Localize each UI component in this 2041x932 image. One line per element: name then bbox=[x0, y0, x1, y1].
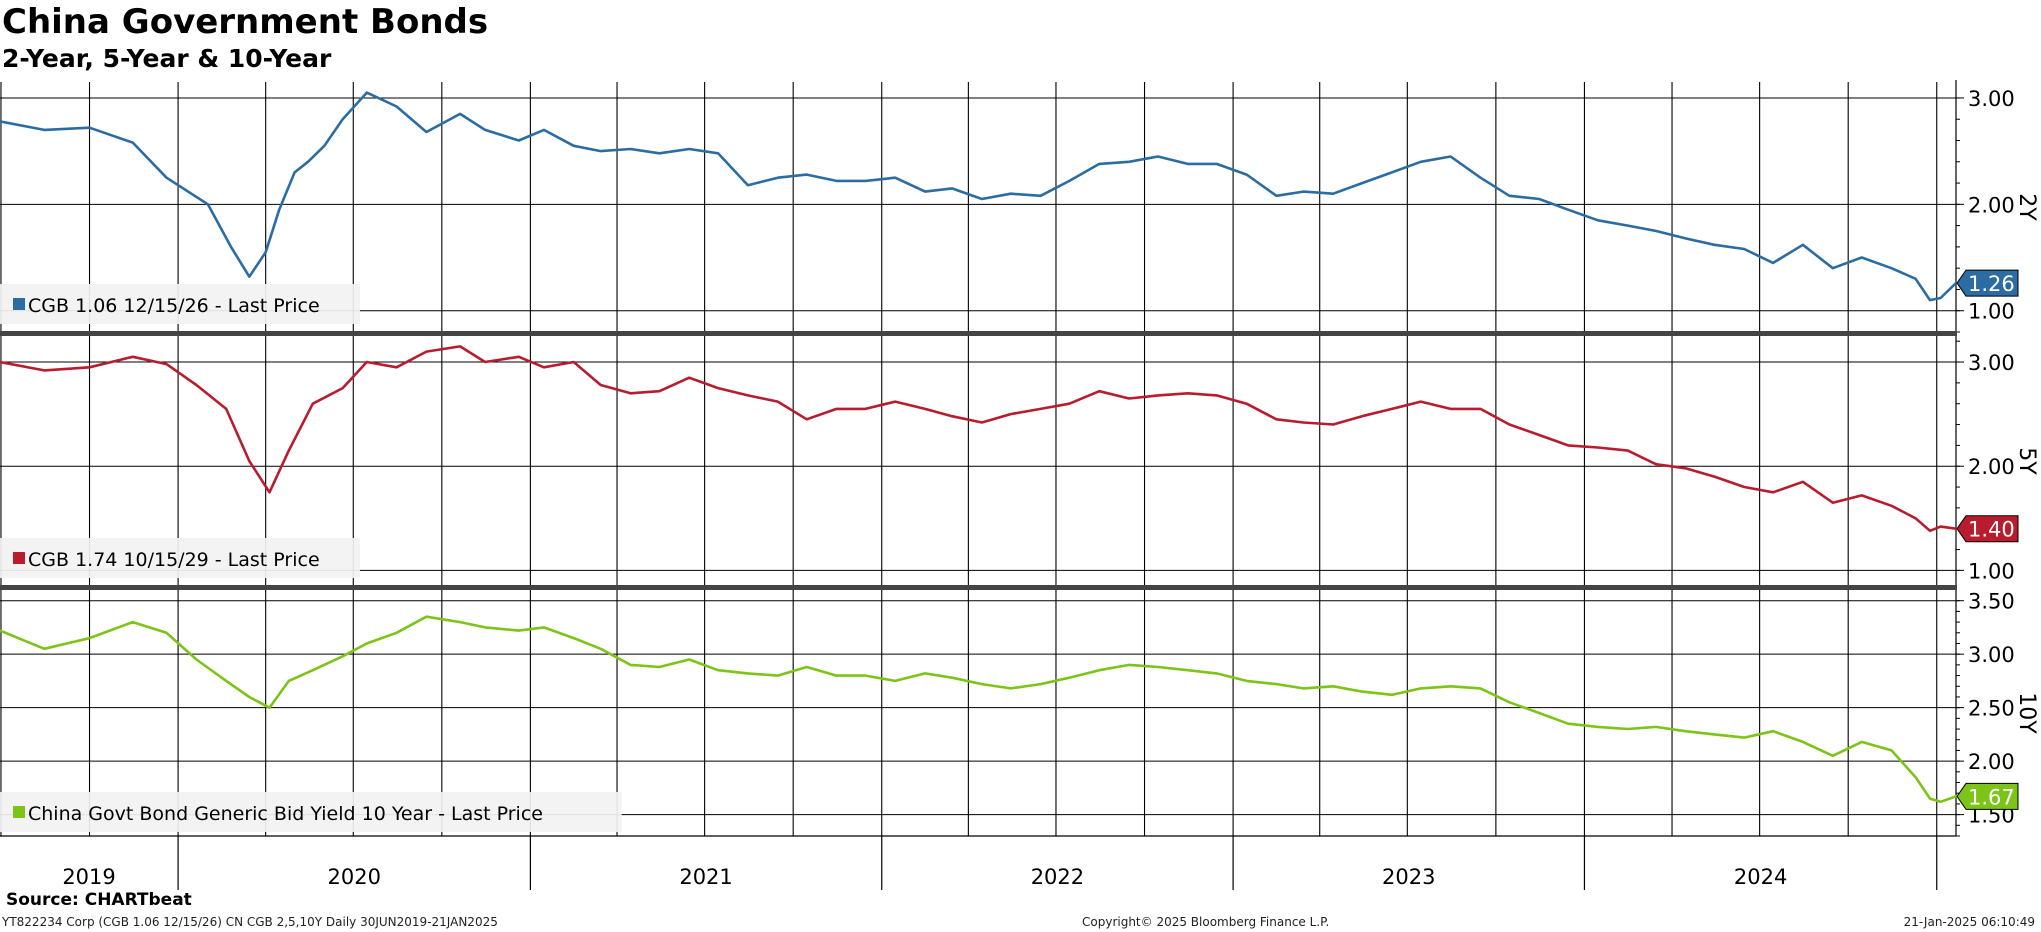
panel-2-last-value-tag bbox=[1956, 515, 2019, 543]
x-tick-label-2022: 2022 bbox=[1031, 865, 1084, 889]
panel-2-last-value-label: 1.40 bbox=[1968, 518, 2015, 542]
source-note: Source: CHARTbeat bbox=[6, 890, 192, 910]
footer-timestamp: 21-Jan-2025 06:10:49 bbox=[1903, 915, 2035, 929]
panel-1-legend-label: CGB 1.06 12/15/26 - Last Price bbox=[28, 295, 320, 317]
panel-2-legend-label: CGB 1.74 10/15/29 - Last Price bbox=[28, 549, 320, 571]
chart-title: China Government Bonds bbox=[2, 2, 489, 42]
panel-2-ytick-label-1: 1.00 bbox=[1968, 559, 2015, 583]
panel-1-series-line bbox=[0, 91, 1958, 302]
panel-3-ytick-label-2: 2.00 bbox=[1968, 750, 2015, 774]
panel-3-last-value-label: 1.67 bbox=[1968, 785, 2015, 809]
x-tick-label-2021: 2021 bbox=[679, 865, 732, 889]
panel-1-axis-label: 2Y bbox=[2014, 193, 2039, 221]
panel-2-ytick-label-3: 3.00 bbox=[1968, 351, 2015, 375]
panel-3-legend-label: China Govt Bond Generic Bid Yield 10 Yea… bbox=[28, 803, 543, 825]
panel-2-legend-box bbox=[0, 538, 360, 578]
panel-1-ytick-label-3: 3.00 bbox=[1968, 87, 2015, 111]
chart-subtitle: 2-Year, 5-Year & 10-Year bbox=[2, 44, 332, 73]
panel-2-axis-label: 5Y bbox=[2014, 447, 2039, 475]
footer-copyright: Copyright© 2025 Bloomberg Finance L.P. bbox=[1082, 915, 1330, 929]
x-tick-label-2019: 2019 bbox=[62, 865, 115, 889]
panel-3-last-value-tag bbox=[1956, 782, 2019, 810]
x-tick-label-2024: 2024 bbox=[1734, 865, 1787, 889]
panel-separator-2 bbox=[0, 585, 1957, 590]
panel-3-ytick-label-4: 3.00 bbox=[1968, 643, 2015, 667]
x-tick-label-2023: 2023 bbox=[1382, 865, 1435, 889]
panel-3-ytick-label-3: 2.50 bbox=[1968, 697, 2015, 721]
panel-2-ytick-label-2: 2.00 bbox=[1968, 455, 2015, 479]
panel-3-legend-swatch bbox=[13, 806, 25, 818]
panel-2-legend-swatch bbox=[13, 552, 25, 564]
x-tick-label-2020: 2020 bbox=[328, 865, 381, 889]
panel-1-legend-box bbox=[0, 284, 360, 324]
panel-3-legend-box bbox=[0, 792, 622, 832]
footer-ticker-info: YT822234 Corp (CGB 1.06 12/15/26) CN CGB… bbox=[2, 915, 498, 929]
panel-3-axis-label: 10Y bbox=[2014, 692, 2039, 734]
panel-separator-1 bbox=[0, 331, 1957, 336]
panel-1-ytick-label-1: 1.00 bbox=[1968, 300, 2015, 324]
panel-3-series-line bbox=[0, 615, 1958, 804]
panel-1-last-value-tag bbox=[1956, 269, 2019, 297]
panel-1-ytick-label-2: 2.00 bbox=[1968, 193, 2015, 217]
panel-1-last-value-label: 1.26 bbox=[1968, 272, 2015, 296]
panel-2-series-line bbox=[0, 345, 1958, 533]
panel-1-legend-swatch bbox=[13, 298, 25, 310]
panel-3-ytick-label-5: 3.50 bbox=[1968, 590, 2015, 614]
